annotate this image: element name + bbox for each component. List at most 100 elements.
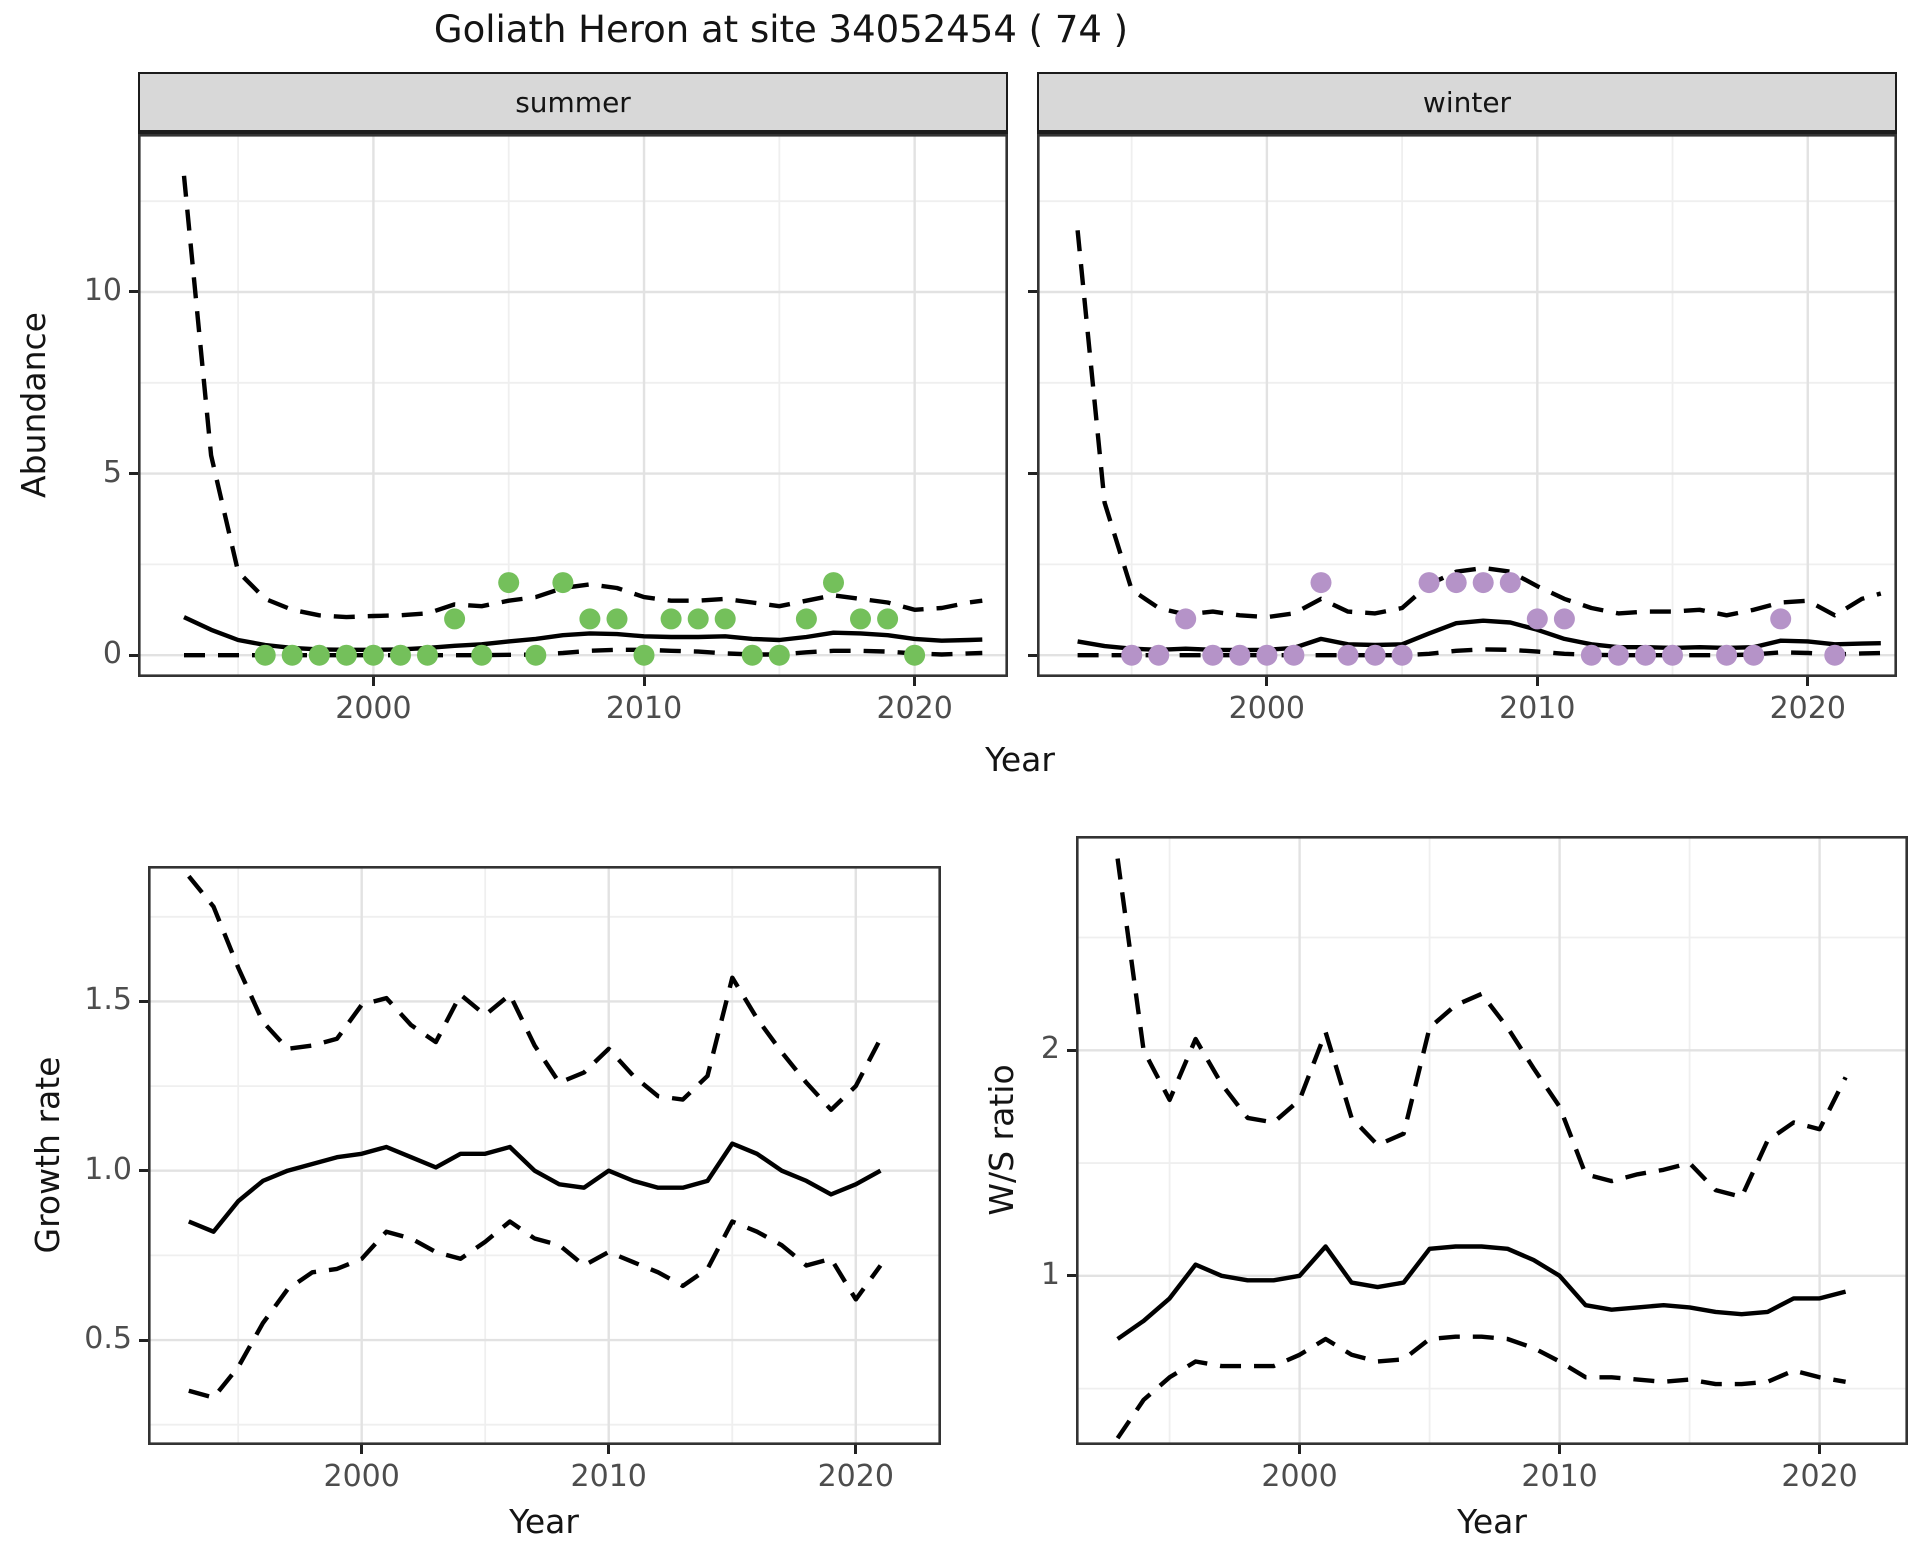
x-tick — [913, 677, 917, 686]
x-tick-label: 2010 — [1521, 1459, 1598, 1494]
observed-count-dot — [335, 644, 357, 666]
observed-count-dot — [1662, 644, 1683, 666]
y-tick — [139, 1169, 148, 1173]
x-tick — [1818, 1445, 1822, 1454]
x-tick-label: 2020 — [1781, 1459, 1858, 1494]
y-axis-title-ws-ratio: W/S ratio — [982, 1064, 1021, 1216]
y-tick — [1067, 1274, 1076, 1278]
observed-count-dot — [877, 608, 899, 630]
observed-count-dot — [471, 644, 493, 666]
x-tick — [1806, 677, 1810, 686]
upper-ci-line — [1115, 858, 1848, 1200]
lower-ci-line — [188, 1219, 883, 1400]
observed-count-dot — [850, 608, 871, 630]
panel-summer-abundance — [138, 134, 1008, 677]
panel-border — [148, 866, 941, 1445]
observed-count-dot — [579, 608, 601, 630]
observed-count-dot — [1445, 572, 1467, 594]
x-tick-label: 2000 — [335, 691, 412, 726]
y-tick-label: 1.0 — [84, 1151, 132, 1187]
panel-border — [1037, 134, 1897, 677]
observed-count-dot — [795, 608, 817, 630]
observed-count-dot — [904, 644, 926, 666]
y-tick-label: 5 — [102, 454, 122, 490]
observed-count-dot — [1229, 644, 1251, 666]
observed-count-dot — [1716, 644, 1738, 666]
observed-count-dot — [741, 644, 763, 666]
observed-count-dot — [687, 608, 709, 630]
x-tick-label: 2010 — [605, 691, 683, 726]
y-tick — [129, 653, 138, 657]
facet-strip-winter: winter — [1037, 72, 1897, 134]
observed-count-dot — [417, 644, 438, 666]
x-tick-label: 2000 — [1228, 691, 1306, 726]
panel-border — [1076, 836, 1908, 1445]
x-tick — [1265, 677, 1269, 686]
observed-count-dot — [1770, 608, 1792, 630]
mean-line — [187, 1141, 882, 1234]
lower-ci-line — [1115, 1334, 1846, 1440]
x-tick-label: 2000 — [323, 1459, 400, 1494]
observed-count-dot — [281, 644, 303, 666]
x-tick — [854, 1445, 858, 1454]
observed-count-dot — [1310, 572, 1332, 594]
y-tick-label: 0.5 — [84, 1321, 132, 1357]
observed-count-dot — [1824, 644, 1846, 666]
observed-count-dot — [254, 644, 276, 666]
observed-count-dot — [552, 572, 574, 594]
y-tick — [1028, 290, 1037, 294]
facet-label-summer: summer — [515, 85, 631, 119]
observed-count-dot — [1580, 644, 1602, 666]
observed-count-dot — [1121, 644, 1143, 666]
y-tick-label: 10 — [83, 272, 122, 308]
x-tick — [1298, 1445, 1302, 1454]
observed-count-dot — [768, 644, 790, 666]
observed-count-dot — [1175, 608, 1197, 630]
observed-count-dot — [633, 644, 655, 666]
observed-count-dot — [1635, 644, 1656, 666]
y-tick-label: 1.5 — [84, 982, 132, 1018]
facet-label-winter: winter — [1422, 85, 1512, 119]
x-tick — [360, 1445, 364, 1454]
x-tick-label: 2010 — [570, 1459, 647, 1494]
y-tick — [139, 999, 148, 1003]
y-tick-label: 2 — [1040, 1031, 1060, 1067]
observed-count-dot — [1553, 608, 1575, 630]
y-tick — [1028, 653, 1037, 657]
observed-count-dot — [1391, 644, 1413, 666]
panel-border — [138, 134, 1008, 677]
y-tick — [139, 1338, 148, 1342]
x-axis-title-year-ws: Year — [1457, 1502, 1527, 1541]
observed-count-dot — [1202, 644, 1224, 666]
upper-ci-line — [1075, 230, 1882, 620]
observed-count-dot — [498, 572, 520, 594]
observed-count-dot — [525, 644, 547, 666]
y-tick-label: 0 — [102, 636, 122, 672]
observed-count-dot — [1526, 608, 1548, 630]
chart-title: Goliath Heron at site 34052454 ( 74 ) — [433, 8, 1129, 51]
y-tick — [1067, 1048, 1076, 1052]
mean-line — [1116, 1244, 1847, 1341]
y-tick — [1028, 472, 1037, 476]
x-tick-label: 2010 — [1499, 691, 1576, 726]
observed-count-dot — [1418, 572, 1440, 594]
observed-count-dot — [362, 644, 384, 666]
x-tick-label: 2000 — [1261, 1459, 1338, 1494]
mean-line — [1077, 618, 1881, 653]
x-tick — [642, 677, 646, 686]
x-tick-label: 2020 — [1769, 691, 1846, 726]
x-tick — [1558, 1445, 1562, 1454]
observed-count-dot — [1256, 644, 1278, 666]
x-tick — [1535, 677, 1539, 686]
observed-count-dot — [660, 608, 682, 630]
x-tick — [607, 1445, 611, 1454]
observed-count-dot — [1148, 644, 1170, 666]
x-tick-label: 2020 — [876, 691, 953, 726]
observed-count-dot — [1499, 572, 1521, 594]
upper-ci-line — [181, 175, 983, 620]
observed-count-dot — [1743, 644, 1765, 666]
facet-strip-summer: summer — [138, 72, 1008, 134]
observed-count-dot — [1607, 644, 1629, 666]
y-tick-label: 1 — [1040, 1256, 1060, 1292]
